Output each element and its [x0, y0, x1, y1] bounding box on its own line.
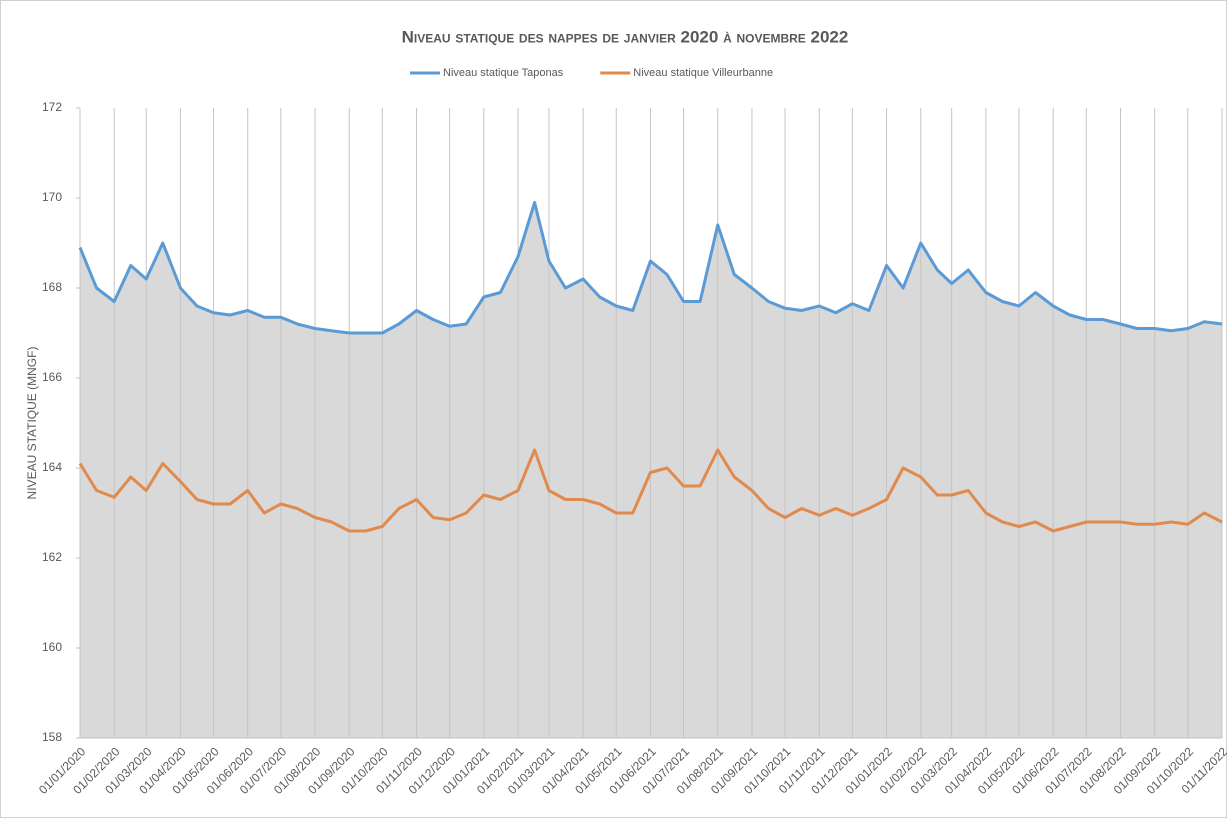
chart-title: Niveau statique des nappes de janvier 20… [402, 27, 849, 46]
series-line [78, 201, 1223, 335]
y-tick-label: 172 [42, 100, 62, 114]
series-line [78, 448, 1223, 533]
legend-label: Niveau statique Taponas [443, 67, 564, 79]
y-tick-label: 166 [42, 370, 62, 384]
y-tick-label: 170 [42, 190, 62, 204]
y-tick-label: 162 [42, 550, 62, 564]
y-tick-label: 164 [42, 460, 62, 474]
y-axis-label: NIVEAU STATIQUE (MNGF) [25, 347, 39, 500]
y-tick-label: 160 [42, 640, 62, 654]
y-tick-label: 158 [42, 730, 62, 744]
legend-label: Niveau statique Villeurbanne [633, 67, 773, 79]
y-tick-label: 168 [42, 280, 62, 294]
area [80, 202, 1222, 738]
